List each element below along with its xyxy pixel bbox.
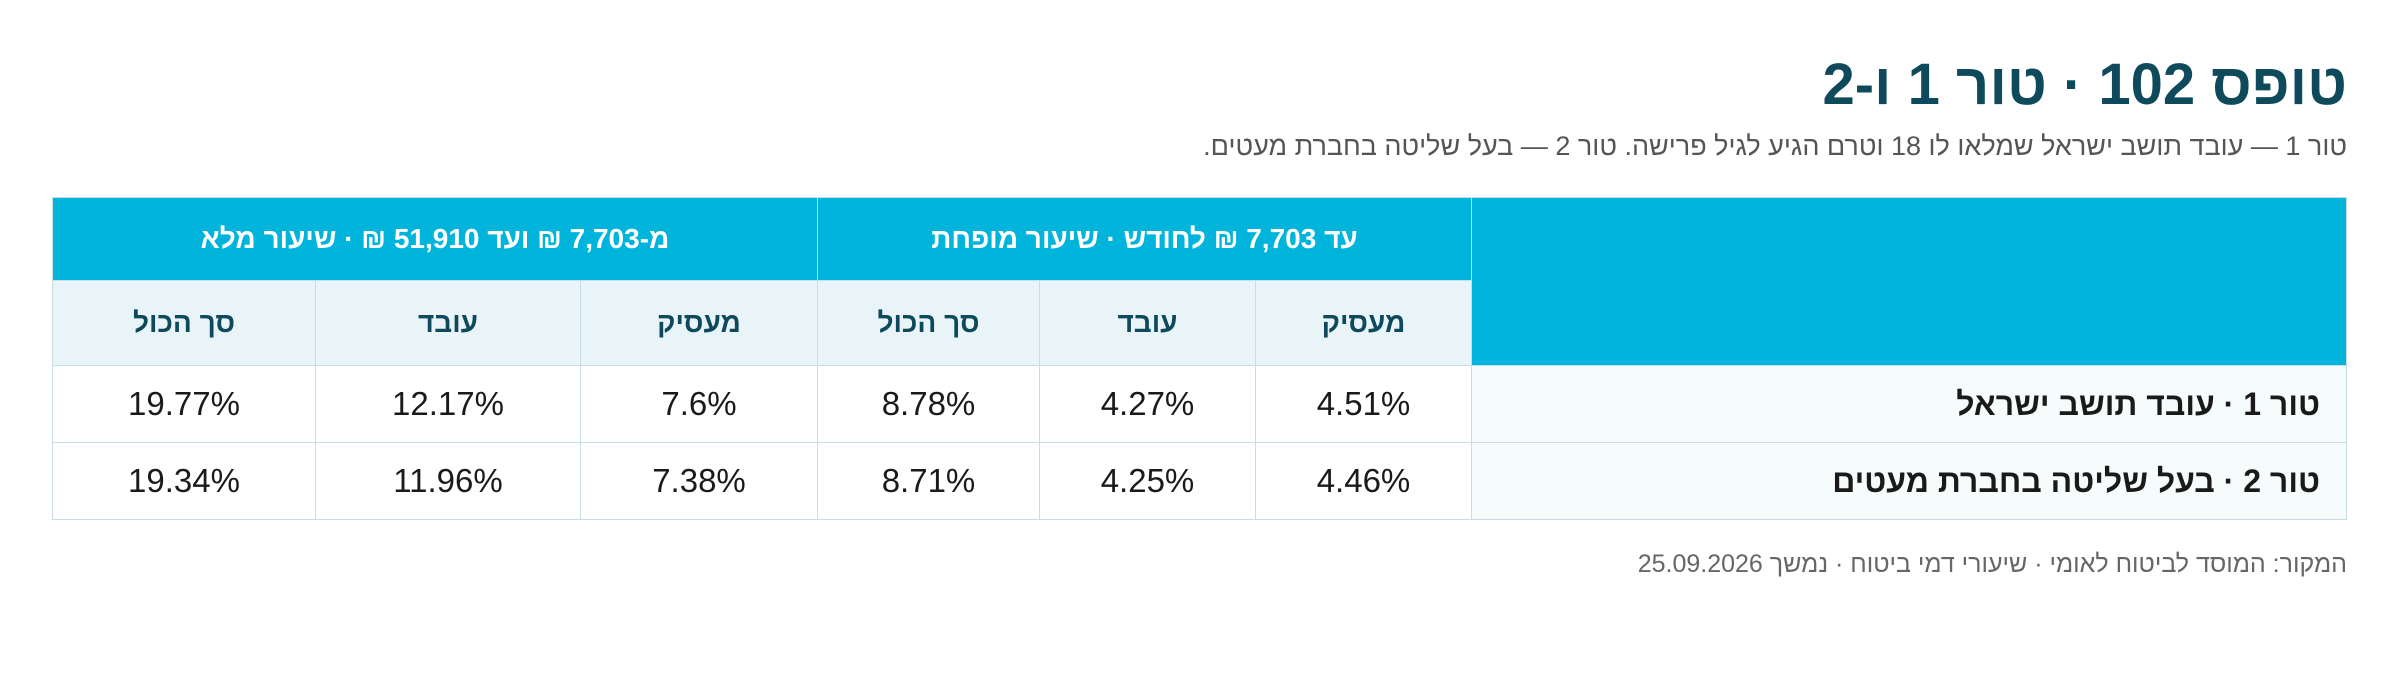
table-cell: 11.96% bbox=[315, 442, 581, 520]
table-cell: 19.34% bbox=[51, 442, 317, 520]
table-row: טור 1 · עובד תושב ישראל 4.51% 4.27% 8.78… bbox=[51, 365, 2347, 443]
column-header-employee: עובד bbox=[1039, 280, 1256, 366]
source-footnote: המקור: המוסד לביטוח לאומי · שיעורי דמי ב… bbox=[1637, 550, 2347, 578]
column-header-total: סך הכול bbox=[817, 280, 1040, 366]
column-header-employer: מעסיק bbox=[1255, 280, 1472, 366]
group-header-row: עד 7,703 ₪ לחודש · שיעור מופחת מ-7,703 ₪… bbox=[51, 197, 2347, 366]
table-cell: 12.17% bbox=[315, 365, 581, 443]
header-corner bbox=[1471, 197, 2347, 366]
column-header-employee: עובד bbox=[315, 280, 581, 366]
column-header-employer: מעסיק bbox=[580, 280, 818, 366]
table-cell: 8.78% bbox=[817, 365, 1040, 443]
row-label: טור 2 · בעל שליטה בחברת מעטים bbox=[1471, 442, 2347, 520]
group-header-reduced-rate: עד 7,703 ₪ לחודש · שיעור מופחת bbox=[817, 197, 1472, 281]
page-title: טופס 102 · טור 1 ו-2 bbox=[1822, 52, 2347, 117]
column-header-total: סך הכול bbox=[51, 280, 317, 366]
table-cell: 7.38% bbox=[580, 442, 818, 520]
table-cell: 4.25% bbox=[1039, 442, 1256, 520]
table-cell: 7.6% bbox=[580, 365, 818, 443]
table-cell: 19.77% bbox=[51, 365, 317, 443]
rates-table: עד 7,703 ₪ לחודש · שיעור מופחת מ-7,703 ₪… bbox=[51, 197, 2347, 520]
table-cell: 4.46% bbox=[1255, 442, 1472, 520]
table-row: טור 2 · בעל שליטה בחברת מעטים 4.46% 4.25… bbox=[51, 442, 2347, 520]
table-cell: 4.51% bbox=[1255, 365, 1472, 443]
table-cell: 8.71% bbox=[817, 442, 1040, 520]
table-cell: 4.27% bbox=[1039, 365, 1256, 443]
group-header-full-rate: מ-7,703 ₪ ועד 51,910 ₪ · שיעור מלא bbox=[51, 197, 819, 281]
row-label: טור 1 · עובד תושב ישראל bbox=[1471, 365, 2347, 443]
page-subtitle: טור 1 — עובד תושב ישראל שמלאו לו 18 וטרם… bbox=[1203, 131, 2347, 161]
